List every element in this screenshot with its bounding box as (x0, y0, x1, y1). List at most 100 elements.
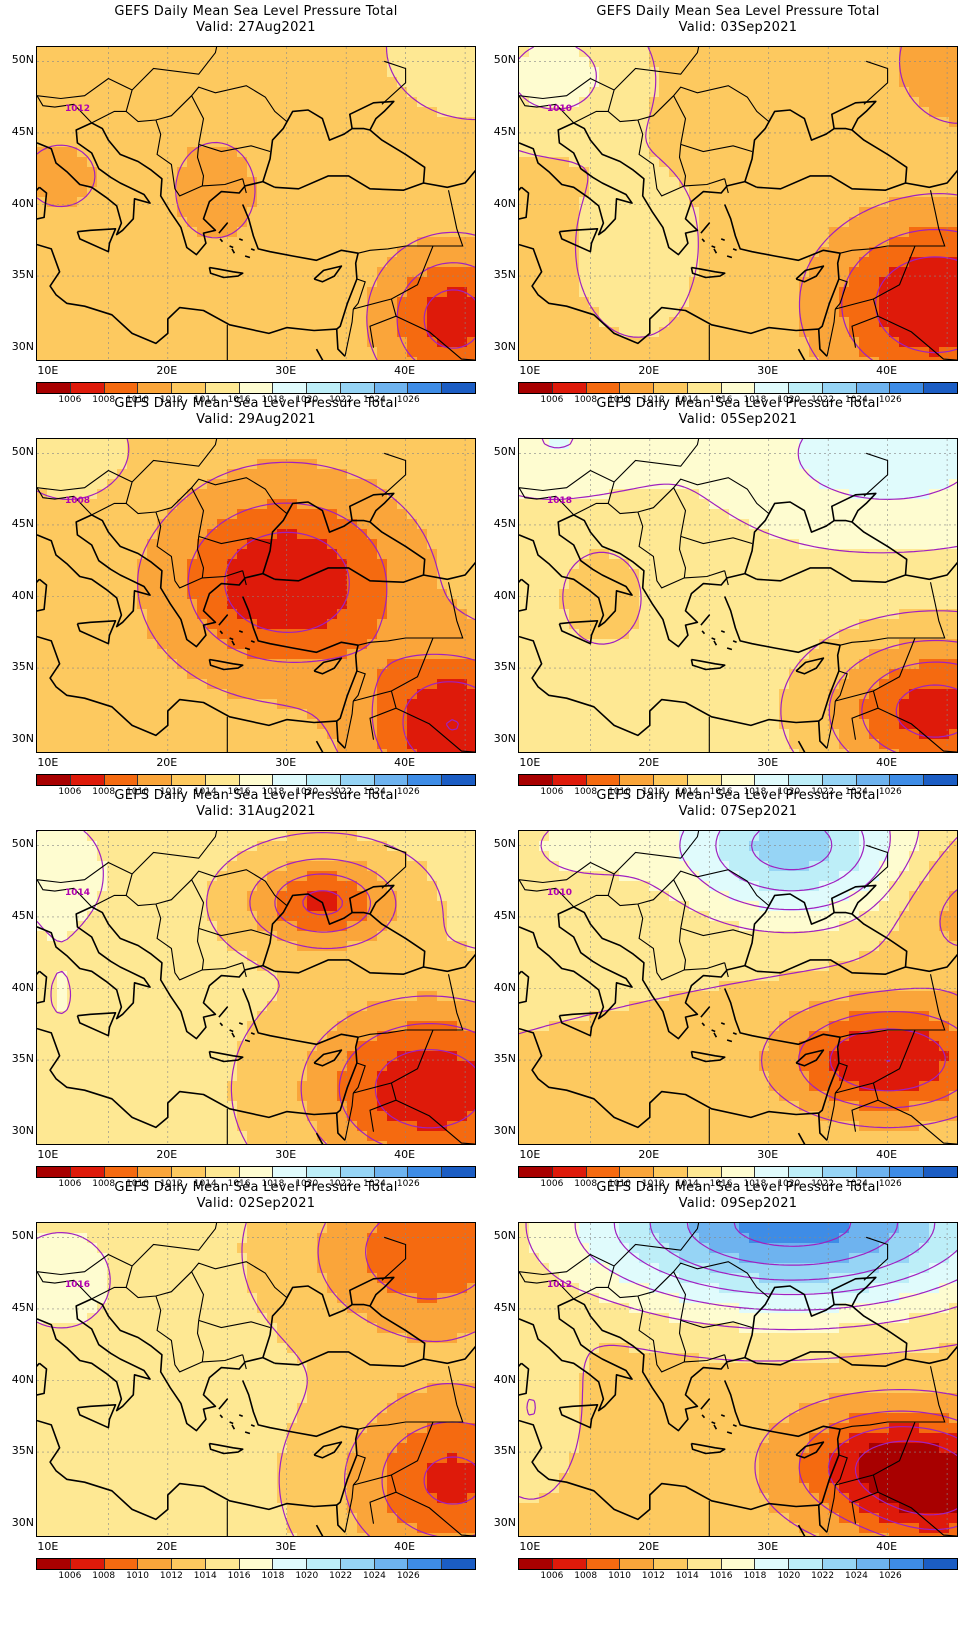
coastlines (519, 884, 957, 1144)
colorbar-swatch (138, 775, 173, 785)
colorbar-label: 1022 (329, 395, 353, 405)
colorbar-label: 1020 (777, 395, 801, 405)
colorbar-swatch (890, 383, 925, 393)
colorbar-labels: 1006 1008 1010 1012 1014 1016 1018 1020 1022 1024… (36, 1179, 476, 1191)
longitude-label: 10E (37, 364, 59, 377)
colorbar-swatch (620, 383, 655, 393)
colorbar-swatch (442, 383, 475, 393)
colorbar-label: 1016 (227, 787, 251, 797)
colorbar-label: 1014 (193, 1179, 217, 1189)
longitude-label: 10E (519, 1540, 541, 1553)
colorbar-swatch (205, 1167, 240, 1177)
colorbar-swatch (340, 775, 375, 785)
colorbar-label: 1012 (641, 395, 665, 405)
colorbar-label: 1012 (641, 787, 665, 797)
latitude-label: 45N (11, 124, 34, 138)
longitude-label: 10E (519, 364, 541, 377)
pressure-map-svg: 1016 (37, 1223, 475, 1536)
latitude-label: 35N (11, 268, 34, 282)
colorbar-swatch (620, 1167, 655, 1177)
colorbar-label: 1026 (396, 1179, 420, 1189)
latitude-label: 35N (493, 1444, 516, 1458)
colorbar-swatch (239, 383, 274, 393)
graticule (519, 831, 957, 1144)
longitude-label: 20E (638, 756, 660, 769)
colorbar-label: 1012 (159, 1571, 183, 1581)
graticule (37, 439, 475, 752)
colorbar-label: 1016 (709, 1179, 733, 1189)
colorbar-swatch (654, 383, 688, 393)
colorbar-swatch (442, 1167, 475, 1177)
latitude-label: 45N (493, 908, 516, 922)
colorbar-label: 1012 (159, 1179, 183, 1189)
colorbar-label: 1010 (126, 787, 149, 797)
colorbar (518, 774, 958, 786)
colorbar-swatch (70, 383, 105, 393)
longitude-label: 20E (638, 1148, 660, 1161)
colorbar-label: 1006 (540, 1179, 564, 1189)
latitude-label: 30N (11, 1123, 34, 1137)
colorbar-swatch (273, 1559, 308, 1569)
colorbar-swatch (856, 1559, 891, 1569)
longitude-label: 30E (757, 1540, 779, 1553)
colorbar-label: 1006 (540, 395, 564, 405)
country-borders (37, 439, 475, 752)
colorbar-label: 1018 (743, 1179, 767, 1189)
longitude-label: 30E (275, 1148, 297, 1161)
panel-valid-date: Valid: 03Sep2021 (678, 20, 798, 35)
pressure-map: 1012 (36, 46, 476, 361)
longitude-label: 40E (876, 756, 898, 769)
panel-title: GEFS Daily Mean Sea Level Pressure Total… (36, 788, 476, 820)
latitude-label: 45N (493, 124, 516, 138)
colorbar-swatch (239, 1167, 274, 1177)
latitude-label: 45N (11, 516, 34, 530)
colorbar-label: 1026 (878, 1571, 902, 1581)
panel-title: GEFS Daily Mean Sea Level Pressure Total… (518, 396, 958, 428)
colorbar-label: 1012 (641, 1179, 665, 1189)
longitude-label: 10E (37, 1540, 59, 1553)
latitude-label: 35N (493, 268, 516, 282)
colorbar-swatch (374, 383, 409, 393)
colorbar-swatch (586, 775, 621, 785)
latitude-label: 50N (493, 445, 516, 459)
colorbar-label: 1024 (363, 1571, 386, 1581)
colorbar-label: 1024 (363, 1179, 386, 1189)
map-panel: GEFS Daily Mean Sea Level Pressure Total… (482, 392, 964, 802)
panel-title-main: GEFS Daily Mean Sea Level Pressure Total (596, 396, 880, 411)
colorbar-label: 1026 (396, 395, 420, 405)
colorbar-label: 1016 (709, 787, 733, 797)
colorbar-label: 1014 (193, 1571, 217, 1581)
colorbar-label: 1018 (261, 395, 285, 405)
longitude-label: 40E (876, 1148, 898, 1161)
longitude-label: 30E (275, 1540, 297, 1553)
latitude-label: 40N (493, 196, 516, 210)
latitude-label: 30N (493, 731, 516, 745)
colorbar-swatch (755, 1167, 790, 1177)
isobar-label: 1012 (547, 1280, 572, 1290)
colorbar-swatch (856, 775, 891, 785)
colorbar (518, 382, 958, 394)
colorbar-swatch (755, 1559, 790, 1569)
colorbar-label: 1010 (608, 1179, 631, 1189)
longitude-label: 20E (156, 756, 178, 769)
pressure-field (37, 439, 475, 752)
colorbar (36, 1558, 476, 1570)
latitude-label: 40N (11, 196, 34, 210)
colorbar-label: 1024 (845, 787, 868, 797)
colorbar-labels: 1006 1008 1010 1012 1014 1016 1018 1020 1022 1024… (518, 1179, 958, 1191)
colorbar-swatch (70, 1167, 105, 1177)
country-borders (519, 439, 957, 752)
colorbar-label: 1014 (675, 787, 699, 797)
pressure-map-svg: 1018 (519, 439, 957, 752)
longitude-label: 40E (394, 1540, 416, 1553)
colorbar-label: 1006 (58, 1571, 82, 1581)
pressure-map: 1010 (518, 830, 958, 1145)
pressure-field (37, 47, 475, 360)
colorbar-swatch (552, 1167, 587, 1177)
colorbar-swatch (239, 1559, 274, 1569)
colorbar-label: 1012 (641, 1571, 665, 1581)
colorbar-swatch (374, 1559, 409, 1569)
colorbar-label: 1008 (574, 1179, 598, 1189)
longitude-label: 30E (275, 364, 297, 377)
colorbar-label: 1020 (777, 787, 801, 797)
